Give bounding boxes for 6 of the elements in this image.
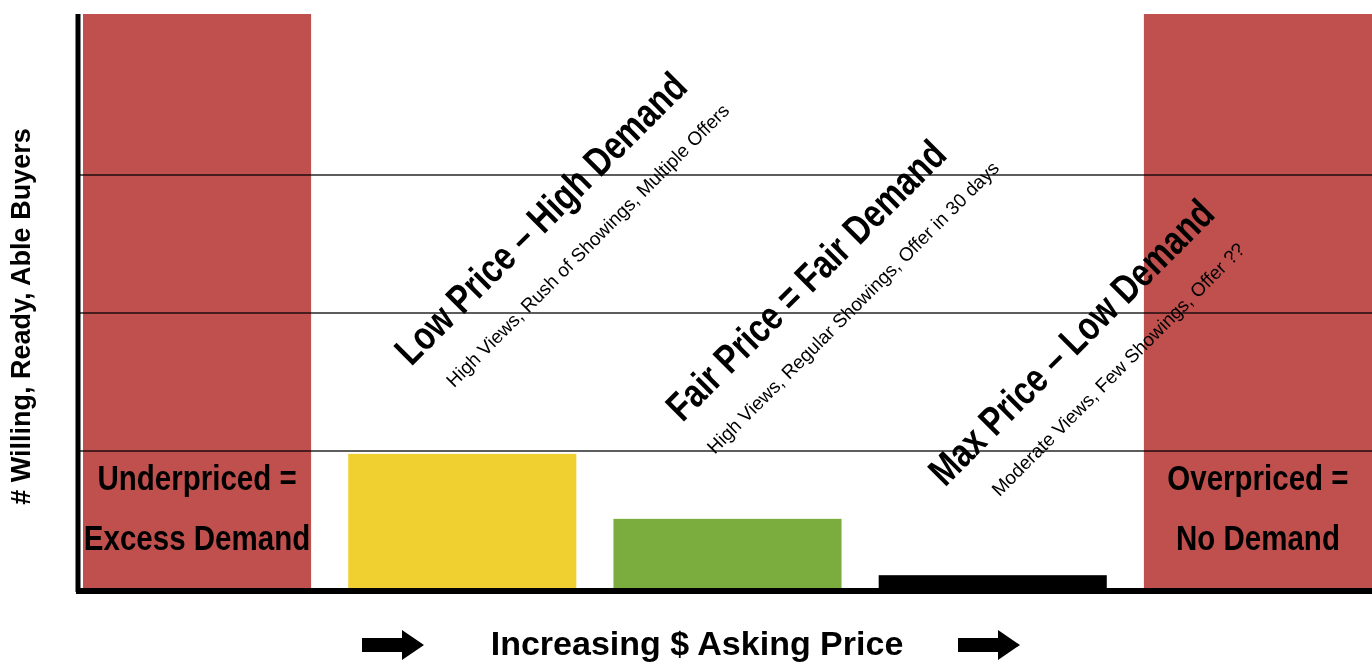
x-axis-title: Increasing $ Asking Price: [490, 624, 904, 662]
bar: [613, 518, 842, 589]
bar: [348, 453, 577, 589]
annotation: Overpriced = No Demand: [1167, 457, 1349, 558]
y-axis-title: # Willing, Ready, Able Buyers: [6, 128, 36, 505]
annotation: Underpriced = Excess Demand: [83, 457, 311, 558]
